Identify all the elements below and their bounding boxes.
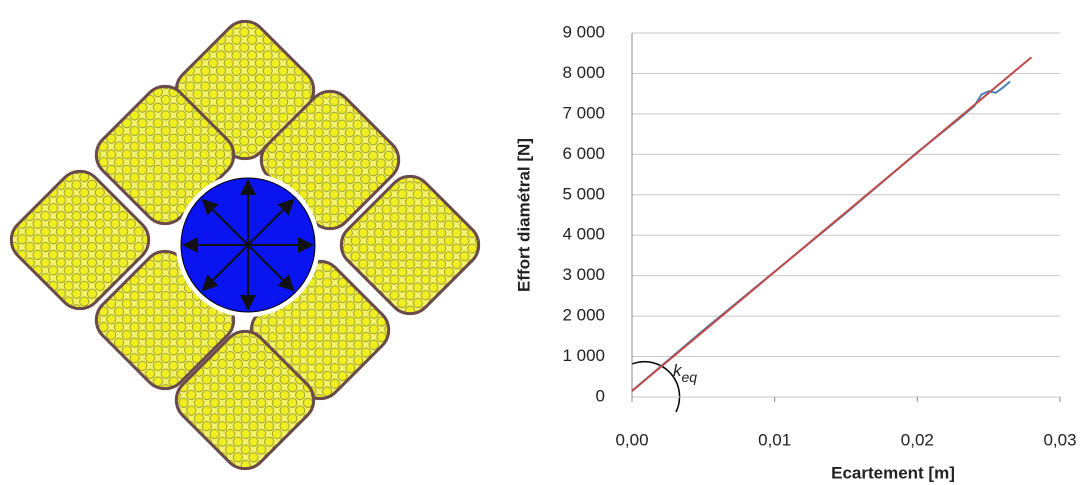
simulation-image xyxy=(9,19,481,471)
y-tick-label: 4 000 xyxy=(562,225,605,244)
y-tick-label: 6 000 xyxy=(562,144,605,163)
series-line xyxy=(631,56,1033,392)
x-tick-label: 0,02 xyxy=(901,430,934,449)
annotation-base: k xyxy=(673,361,683,380)
y-tick-label: 9 000 xyxy=(562,22,605,41)
y-tick-label: 1 000 xyxy=(562,346,605,365)
y-tick-label: 5 000 xyxy=(562,184,605,203)
y-tick-label: 8 000 xyxy=(562,63,605,82)
x-axis-title: Ecartement [m] xyxy=(831,463,955,482)
x-tick-label: 0,03 xyxy=(1043,430,1076,449)
y-tick-label: 3 000 xyxy=(562,265,605,284)
x-tick-label: 0,01 xyxy=(758,430,791,449)
y-axis-title: Effort diamétral [N] xyxy=(514,138,533,292)
annotation-sub: eq xyxy=(682,369,698,385)
annotation: keq xyxy=(673,361,697,384)
y-tick-label: 0 xyxy=(596,386,605,405)
y-tick-label: 7 000 xyxy=(562,103,605,122)
angle-arc xyxy=(631,360,681,413)
x-tick-label: 0,00 xyxy=(615,430,648,449)
y-tick-label: 2 000 xyxy=(562,306,605,325)
